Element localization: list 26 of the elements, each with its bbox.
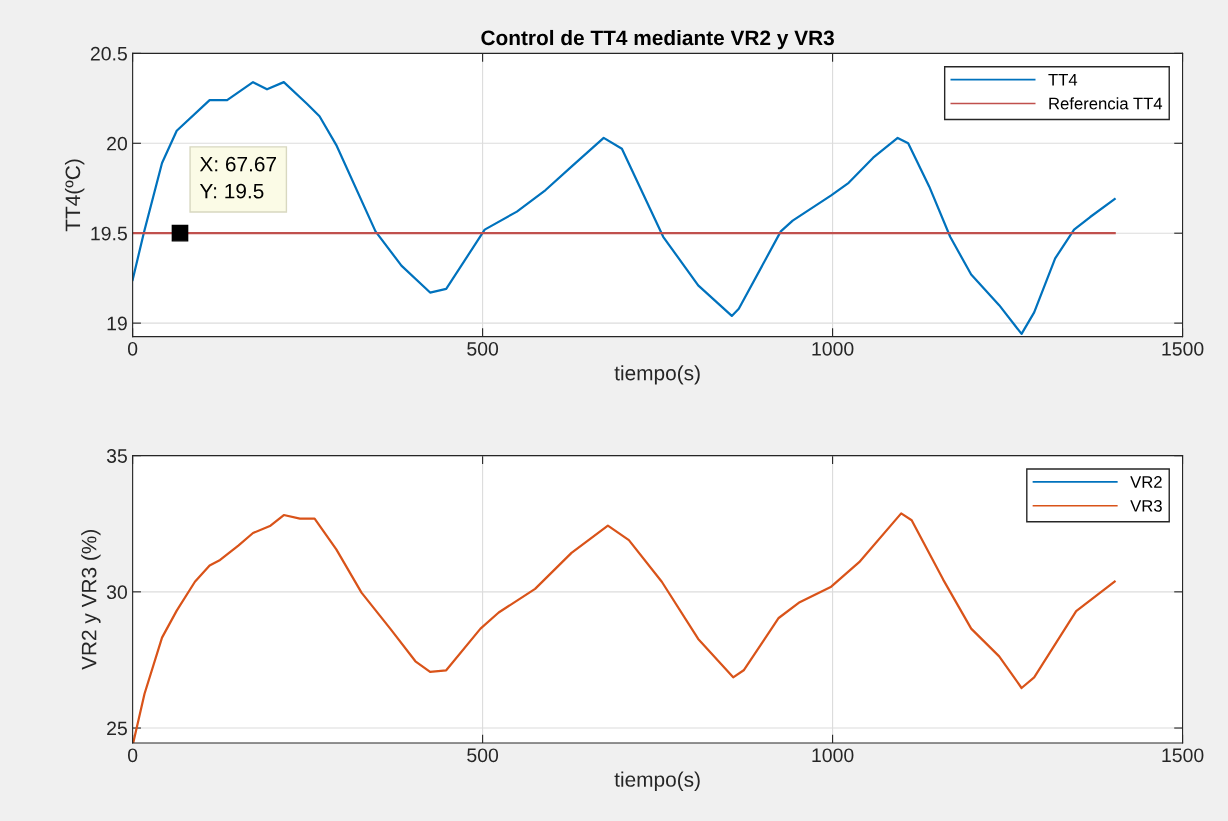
x-tick-label: 500 [467, 748, 499, 763]
legend-label: Referencia TT4 [1049, 97, 1163, 110]
x-tick-label: 500 [467, 341, 499, 356]
x-axis-title: tiempo(s) [614, 365, 700, 385]
legend-label: VR3 [1130, 499, 1162, 512]
x-tick-label: 0 [127, 748, 138, 763]
y-tick-label: 35 [106, 449, 127, 463]
legend-label: VR2 [1130, 476, 1162, 488]
x-tick-label: 0 [127, 341, 138, 356]
y-axis-title: VR2 y VR3 (%) [81, 530, 101, 670]
legend-label: TT4 [1048, 73, 1078, 86]
y-tick-label: 20.5 [90, 46, 127, 61]
x-tick-label: 1500 [1162, 748, 1204, 763]
y-tick-label: 19.5 [91, 226, 127, 241]
chart-title: Control de TT4 mediante VR2 y VR3 [481, 29, 834, 50]
y-tick-label: 25 [107, 721, 127, 736]
line-series [132, 512, 1116, 744]
y-tick-label: 19 [107, 316, 127, 331]
x-tick-label: 1500 [1162, 341, 1204, 356]
y-tick-label: 20 [107, 136, 127, 151]
x-tick-label: 1000 [812, 748, 854, 763]
x-axis-title: tiempo(s) [614, 771, 700, 791]
x-tick-label: 1000 [812, 341, 854, 356]
y-tick-label: 30 [106, 585, 127, 600]
annotation: X: 67.67 Y: 19.5 [199, 156, 276, 199]
y-axis-title: TT4(ºC) [64, 159, 85, 232]
